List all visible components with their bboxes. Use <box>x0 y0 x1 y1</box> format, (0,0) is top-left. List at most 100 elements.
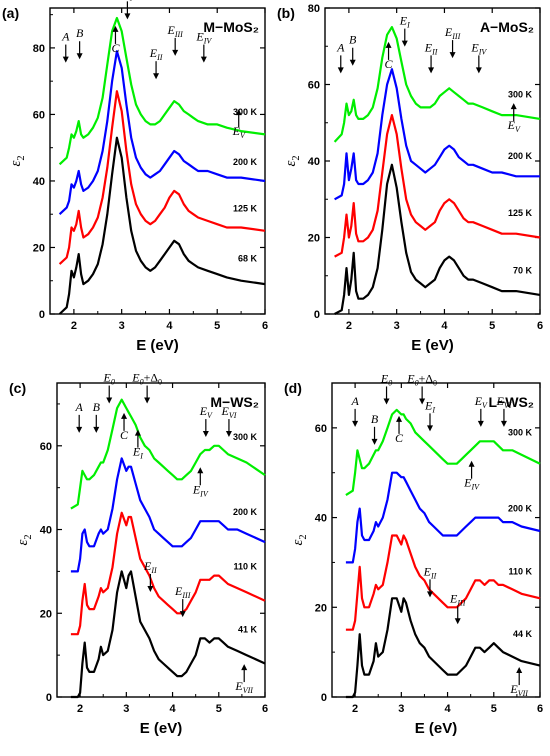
arrow-head <box>112 25 119 32</box>
arrow-head <box>401 40 408 47</box>
annotation-base: E <box>424 40 433 54</box>
annotation-base: E <box>449 591 458 605</box>
annotation-label: EIII <box>174 584 191 600</box>
annotation-label: EI <box>424 398 435 414</box>
annotation-subscript: VI <box>229 411 237 420</box>
x-tick-label: 4 <box>169 703 176 715</box>
y-axis-label-base: ε <box>283 160 299 166</box>
annotation-subscript: V <box>515 125 521 134</box>
x-tick-label: 5 <box>489 320 495 332</box>
y-tick-label: 60 <box>308 80 320 92</box>
annotation-label: E0+Δ0 <box>406 371 437 387</box>
plot-frame <box>56 382 266 698</box>
temperature-label: 300 K <box>508 90 533 100</box>
x-tick-label: 3 <box>398 703 404 715</box>
temperature-label: 300 K <box>233 107 258 117</box>
x-tick-label: 3 <box>394 320 400 332</box>
annotation-base: E <box>234 679 243 693</box>
series-line-70K <box>334 163 541 315</box>
arrow-head <box>121 412 128 419</box>
annotation-base: E <box>143 559 152 573</box>
annotation-base: E <box>470 40 479 54</box>
series-line-200K <box>70 457 266 573</box>
annotation-subscript: IV <box>478 47 488 56</box>
annotation-subscript: IV <box>199 489 209 498</box>
y-axis-label-subscript: 2 <box>291 156 302 161</box>
panel-title: M−WS₂ <box>210 394 259 410</box>
annotation-base: E <box>423 564 432 578</box>
annotation-label: C <box>395 431 404 445</box>
x-tick-label: 6 <box>262 703 268 715</box>
annotation-base: E <box>232 124 241 138</box>
y-axis-label-base: ε <box>290 539 306 545</box>
arrow-head <box>106 397 113 404</box>
annotation-subscript: 0 <box>415 378 419 387</box>
temperature-label: 68 K <box>238 253 258 263</box>
y-tick-label: 0 <box>39 309 45 321</box>
annotation-subscript: II <box>430 571 437 580</box>
annotation-subscript: I <box>129 0 133 2</box>
annotation-base: E <box>220 404 229 418</box>
annotation-label: B <box>76 26 84 40</box>
x-tick-label: 6 <box>537 703 543 715</box>
annotation-label: EV <box>232 124 246 140</box>
temperature-label: 110 K <box>233 562 257 572</box>
series-line-110K <box>345 534 541 631</box>
annotation-label: E0 <box>380 371 392 387</box>
annotation-label: EIV <box>463 476 480 492</box>
annotation-base: E <box>174 584 183 598</box>
x-tick-label: 2 <box>77 703 83 715</box>
annotation-subscript: V <box>207 411 213 420</box>
temperature-label: 41 K <box>238 624 258 634</box>
annotation-base: E <box>406 371 415 385</box>
series-line-200K <box>58 50 266 216</box>
annotation-label: E0 <box>103 371 115 387</box>
annotation-subscript: II <box>431 47 438 56</box>
arrow-head <box>241 664 248 671</box>
series-line-44K <box>345 597 541 699</box>
series-line-300K <box>345 408 541 497</box>
x-axis-label: E (eV) <box>415 720 458 737</box>
annotation-subscript: I <box>139 452 143 461</box>
arrow-head <box>172 49 179 56</box>
x-tick-label: 2 <box>352 703 358 715</box>
y-tick-label: 80 <box>308 3 320 15</box>
temperature-label: 200 K <box>233 157 258 167</box>
temperature-label: 125 K <box>508 208 533 218</box>
arrow-head <box>371 438 378 445</box>
annotation-subscript: 0 <box>111 378 115 387</box>
annotation-subscript: V <box>240 131 246 140</box>
annotation-rest: +Δ <box>144 371 159 385</box>
annotation-label: EII <box>149 46 163 62</box>
series-line-41K <box>70 570 266 699</box>
annotation-base: E <box>474 394 483 408</box>
annotation-base: E <box>195 30 204 44</box>
y-tick-label: 40 <box>315 513 327 525</box>
y-axis-label: ε2 <box>290 535 309 546</box>
annotation-base: E <box>399 14 408 28</box>
annotation-label: EVII <box>509 682 528 698</box>
annotation-label: EII <box>423 564 437 580</box>
annotation-label: B <box>349 33 357 47</box>
x-tick-label: 6 <box>537 320 543 332</box>
y-tick-label: 80 <box>33 43 45 55</box>
temperature-label: 200 K <box>508 151 533 161</box>
annotation-label: B <box>371 412 379 426</box>
x-tick-label: 2 <box>346 320 352 332</box>
x-axis-label: E (eV) <box>411 337 454 354</box>
arrow-head <box>235 109 242 116</box>
y-tick-label: 20 <box>308 233 320 245</box>
y-tick-label: 40 <box>33 176 45 188</box>
temperature-label: 200 K <box>233 507 258 517</box>
temperature-label: 300 K <box>508 427 533 437</box>
x-tick-label: 4 <box>166 320 173 332</box>
temperature-label: 70 K <box>513 266 533 276</box>
arrow-head <box>62 56 69 63</box>
annotation-subscript: 0 <box>158 378 162 387</box>
annotation-subscript: IV <box>470 483 480 492</box>
y-tick-label: 0 <box>321 692 327 704</box>
x-tick-label: 4 <box>441 320 448 332</box>
panel-label: (a) <box>2 5 19 21</box>
